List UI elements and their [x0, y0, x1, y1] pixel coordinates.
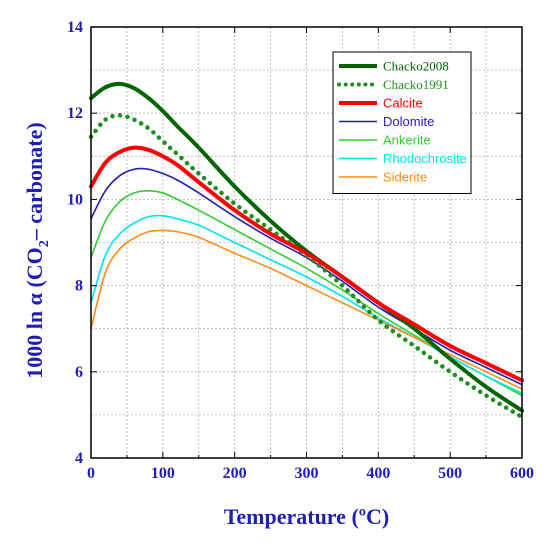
y-tick-label: 10	[67, 191, 83, 208]
y-axis-title-subscript: 2	[37, 240, 52, 247]
y-axis-title-part-1: 1000 ln α (CO	[22, 247, 47, 378]
y-tick-label: 14	[67, 19, 83, 36]
x-tick-label: 300	[295, 465, 319, 482]
series-line-chacko2008	[89, 81, 524, 413]
x-axis-title: Temperature (ºC)	[224, 504, 390, 529]
legend-label-calcite: Calcite	[383, 96, 423, 111]
y-tick-label: 4	[75, 450, 83, 467]
series-line-calcite	[89, 145, 524, 383]
y-axis-title: 1000 ln α (CO2– carbonate)	[22, 122, 52, 378]
x-tick-label: 600	[510, 465, 534, 482]
y-tick-label: 8	[75, 278, 83, 295]
legend-box	[332, 51, 472, 194]
legend-label-siderite: Siderite	[383, 170, 427, 185]
x-tick-label: 100	[151, 465, 175, 482]
x-tick-label: 200	[223, 465, 247, 482]
x-tick-label: 0	[87, 465, 95, 482]
series-lines	[88, 81, 525, 420]
x-tick-label: 400	[366, 465, 390, 482]
axis-ticks: 0 100 200 300 400 500 600 4 6 8 10 12 14	[67, 19, 534, 482]
y-tick-label: 12	[67, 105, 83, 122]
series-line-chacko1991	[88, 113, 525, 420]
legend-label-chacko2008: Chacko2008	[383, 59, 449, 74]
x-tick-label: 500	[438, 465, 462, 482]
y-tick-label: 6	[75, 364, 83, 381]
series-line-siderite	[90, 229, 523, 390]
legend-label-rhodochrosite: Rhodochrosite	[383, 151, 467, 166]
legend-label-ankerite: Ankerite	[383, 133, 431, 148]
legend: Chacko2008 Chacko1991 Calcite Dolomite Anker…	[332, 51, 472, 194]
y-axis-title-part-2: – carbonate)	[22, 122, 47, 241]
legend-label-chacko1991: Chacko1991	[383, 77, 449, 92]
legend-label-dolomite: Dolomite	[383, 114, 434, 129]
